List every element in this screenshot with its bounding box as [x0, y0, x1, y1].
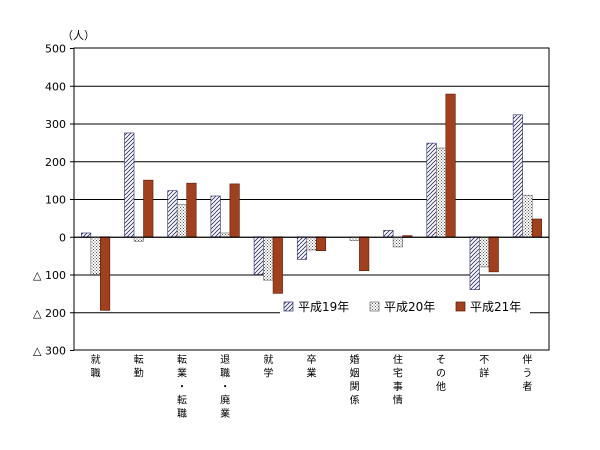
- y-tick-label: 400: [45, 80, 66, 93]
- x-tick-label: 就: [263, 353, 273, 366]
- bar: [176, 204, 188, 238]
- bar: [143, 179, 154, 238]
- bar: [445, 93, 456, 238]
- bar: [435, 147, 447, 238]
- bar: [512, 114, 523, 238]
- bars: [81, 93, 542, 311]
- x-tick-label: 業: [177, 367, 187, 380]
- bar: [522, 194, 533, 238]
- bar: [90, 236, 101, 275]
- x-tick-label: 他: [436, 380, 446, 393]
- x-tick-label: 関: [350, 381, 360, 393]
- y-tick-label: 100: [45, 194, 66, 207]
- x-tick-label: う: [522, 368, 532, 380]
- y-tick-label: 500: [45, 43, 66, 56]
- x-tick-label: 職: [91, 368, 101, 380]
- x-tick-label: 情: [393, 394, 403, 407]
- legend-box: [280, 296, 530, 318]
- bar: [426, 142, 437, 238]
- y-tick-label: △ 200: [33, 307, 66, 320]
- x-tick-label: 転: [177, 395, 187, 407]
- x-tick-label: 就: [91, 353, 101, 366]
- bar: [167, 190, 178, 238]
- x-tick-label: 係: [350, 395, 360, 407]
- bar: [296, 236, 308, 260]
- bar: [186, 182, 197, 238]
- x-tick-label: 職: [177, 408, 187, 420]
- legend-swatch: [283, 301, 294, 312]
- x-tick-label: 詳: [479, 367, 489, 380]
- bar: [488, 236, 499, 273]
- legend-swatch: [369, 301, 380, 312]
- x-tick-label: 伴: [522, 353, 532, 366]
- x-tick-label: 宅: [393, 367, 403, 380]
- bar: [469, 236, 480, 290]
- x-tick-label: ・: [177, 382, 187, 393]
- x-tick-label: 勤: [134, 367, 144, 380]
- x-tick-label: 業: [220, 407, 230, 420]
- bar: [531, 218, 542, 238]
- y-tick-label: △ 300: [33, 345, 66, 358]
- bar: [124, 132, 135, 238]
- y-tick-label: 200: [45, 156, 66, 169]
- bar: [359, 236, 370, 272]
- legend: 平成19年 平成20年 平成21年: [280, 296, 530, 318]
- y-tick-label: △ 100: [33, 269, 66, 282]
- x-tick-label: 婚: [350, 353, 360, 366]
- x-tick-label: 卒: [307, 353, 317, 366]
- bar: [220, 232, 231, 238]
- bar: [81, 232, 92, 238]
- bar: [306, 236, 317, 251]
- x-tick-label: 転: [134, 354, 144, 366]
- legend-label: 平成19年: [298, 300, 349, 314]
- x-tick-label: 退: [220, 354, 230, 366]
- bar: [392, 236, 403, 248]
- x-tick-label: そ: [436, 354, 446, 366]
- x-tick-label: 者: [522, 381, 532, 393]
- x-tick-label: の: [436, 369, 446, 380]
- bar: [315, 236, 327, 252]
- x-tick-label: 学: [263, 367, 273, 380]
- x-tick-label: 業: [307, 367, 317, 380]
- bar: [100, 236, 111, 311]
- y-tick-label: 0: [59, 231, 66, 244]
- legend-label: 平成21年: [470, 300, 521, 314]
- y-unit-label: （人）: [62, 29, 95, 42]
- bar: [253, 236, 264, 275]
- bar: [383, 230, 394, 238]
- bar: [229, 183, 240, 238]
- x-tick-label: 住: [393, 353, 403, 366]
- bar: [479, 236, 490, 268]
- legend-swatch: [455, 301, 466, 312]
- bar: [402, 235, 413, 238]
- bar: [272, 236, 283, 294]
- bar: [210, 195, 221, 238]
- x-tick-label: 姻: [350, 367, 360, 380]
- bar: [263, 236, 274, 281]
- x-tick-label: 職: [220, 368, 230, 380]
- x-tick-label: 不: [479, 355, 489, 366]
- x-tick-label: ・: [220, 382, 230, 393]
- x-tick-label: 事: [393, 380, 403, 393]
- x-tick-label: 転: [177, 354, 187, 366]
- x-tick-label: 廃: [220, 394, 230, 407]
- y-tick-label: 300: [45, 118, 66, 131]
- legend-label: 平成20年: [384, 300, 435, 314]
